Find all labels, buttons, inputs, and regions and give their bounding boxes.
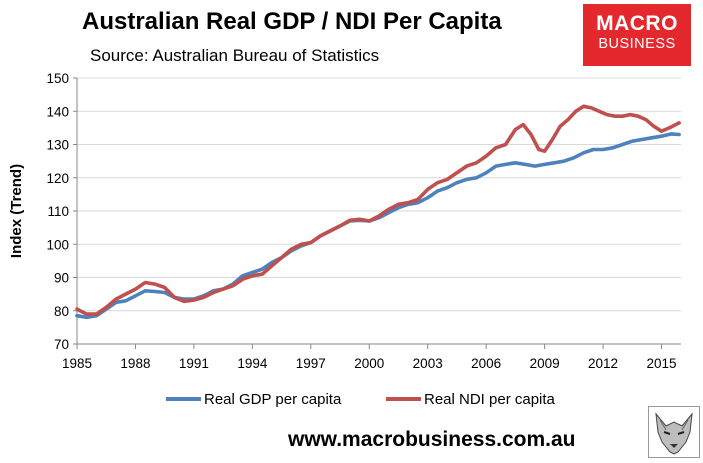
x-tick-label: 1994 — [237, 356, 268, 371]
y-tick-label: 70 — [54, 337, 69, 352]
y-tick-labels: 70 80 90 100 110 120 130 140 150 — [46, 71, 69, 352]
y-tick-label: 90 — [54, 271, 69, 286]
y-tick-label: 130 — [46, 138, 69, 153]
y-tick-label: 140 — [46, 104, 69, 119]
x-tick-label: 1991 — [179, 356, 209, 371]
logo-line-1: MACRO — [596, 12, 678, 35]
macrobusiness-logo[interactable]: MACRO BUSINESS — [583, 4, 691, 66]
y-tick-label: 150 — [46, 71, 69, 86]
x-tick-label: 1988 — [120, 356, 150, 371]
y-tick-label: 80 — [54, 304, 69, 319]
chart-source: Source: Australian Bureau of Statistics — [90, 46, 380, 65]
x-tick-label: 1985 — [62, 356, 92, 371]
x-tick-label: 2000 — [354, 356, 384, 371]
y-tick-label: 120 — [46, 171, 69, 186]
chart-title: Australian Real GDP / NDI Per Capita — [82, 8, 502, 35]
legend-label-gdp: Real GDP per capita — [204, 391, 342, 408]
x-tick-label: 1997 — [296, 356, 326, 371]
x-tick-labels: 1985 1988 1991 1994 1997 2000 2003 2006 2009 2012… — [62, 356, 677, 371]
x-tick-label: 2015 — [646, 356, 676, 371]
y-tick-label: 110 — [47, 204, 69, 219]
legend: Real GDP per capita Real NDI per capita — [166, 391, 556, 408]
series-lines — [75, 104, 681, 320]
legend-label-ndi: Real NDI per capita — [424, 391, 556, 408]
y-axis-label: Index (Trend) — [8, 164, 25, 258]
x-tick-label: 2009 — [530, 356, 560, 371]
series-line-ndi — [75, 104, 681, 316]
axes — [73, 77, 681, 349]
x-tick-label: 2006 — [471, 356, 501, 371]
wolf-icon — [648, 406, 700, 458]
logo-line-2: BUSINESS — [598, 36, 676, 52]
x-tick-label: 2003 — [413, 356, 443, 371]
website-url[interactable]: www.macrobusiness.com.au — [288, 428, 576, 451]
x-tick-label: 2012 — [588, 356, 618, 371]
y-tick-label: 100 — [46, 237, 69, 252]
gridlines — [77, 77, 681, 312]
